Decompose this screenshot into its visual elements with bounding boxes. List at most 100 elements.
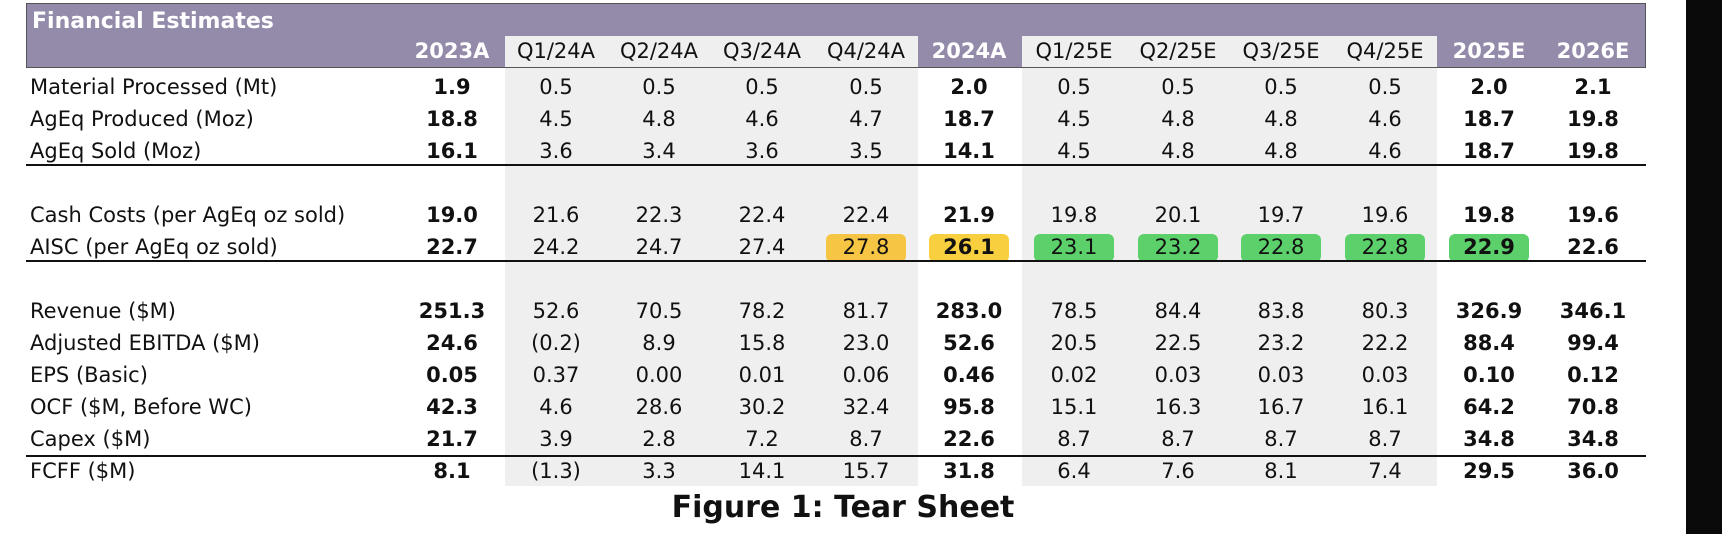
table-cell: 0.5 <box>1161 75 1195 99</box>
table-cell: 0.5 <box>745 75 779 99</box>
table-cell: 251.3 <box>418 299 486 323</box>
table-cell: 21.7 <box>426 427 478 451</box>
table-cell: 3.3 <box>642 459 676 483</box>
table-cell: 18.7 <box>1463 107 1515 131</box>
table-cell: 8.7 <box>1264 427 1298 451</box>
table-cell: 24.7 <box>635 235 683 259</box>
table-cell: 0.03 <box>1257 363 1305 387</box>
cell-highlight <box>1345 234 1425 262</box>
table-cell: 0.5 <box>1264 75 1298 99</box>
table-cell: 6.4 <box>1057 459 1091 483</box>
table-cell: 20.5 <box>1050 331 1098 355</box>
row-label: AgEq Produced (Moz) <box>30 107 254 131</box>
row-label: EPS (Basic) <box>30 363 148 387</box>
table-cell: 32.4 <box>842 395 890 419</box>
table-cell: 27.8 <box>842 235 890 259</box>
table-cell: (1.3) <box>531 459 581 483</box>
row-label: OCF ($M, Before WC) <box>30 395 252 419</box>
table-cell: 2.0 <box>950 75 988 99</box>
table-cell: 3.6 <box>539 139 573 163</box>
table-cell: 4.6 <box>539 395 573 419</box>
table-cell: 19.7 <box>1257 203 1305 227</box>
table-cell: 70.8 <box>1567 395 1619 419</box>
table-cell: 0.02 <box>1050 363 1098 387</box>
table-cell: 30.2 <box>738 395 786 419</box>
row-label: Capex ($M) <box>30 427 151 451</box>
table-cell: 8.1 <box>1264 459 1298 483</box>
column-header: Q2/25E <box>1139 39 1217 63</box>
table-cell: 16.1 <box>1361 395 1409 419</box>
table-cell: 16.3 <box>1154 395 1202 419</box>
table-cell: 4.8 <box>1264 139 1298 163</box>
table-cell: 83.8 <box>1257 299 1305 323</box>
table-cell: 22.8 <box>1257 235 1305 259</box>
table-cell: 26.1 <box>943 235 995 259</box>
table-cell: 0.5 <box>1368 75 1402 99</box>
row-label: AISC (per AgEq oz sold) <box>30 235 278 259</box>
table-cell: 0.5 <box>539 75 573 99</box>
table-cell: 8.1 <box>433 459 471 483</box>
row-label: Revenue ($M) <box>30 299 176 323</box>
table-cell: 0.03 <box>1154 363 1202 387</box>
table-cell: (0.2) <box>531 331 581 355</box>
table-cell: 21.9 <box>943 203 995 227</box>
table-cell: 42.3 <box>426 395 478 419</box>
table-cell: 7.2 <box>745 427 779 451</box>
dark-edge-strip <box>1686 0 1722 534</box>
table-cell: 16.7 <box>1257 395 1305 419</box>
table-cell: 0.46 <box>943 363 995 387</box>
table-cell: 0.05 <box>426 363 478 387</box>
column-header: Q3/24A <box>722 39 802 63</box>
cell-highlight <box>826 234 906 262</box>
table-cell: 95.8 <box>943 395 995 419</box>
column-header: 2023A <box>414 39 490 63</box>
table-cell: 19.8 <box>1463 203 1515 227</box>
document-canvas: Financial Estimates 2023A Q1/24A Q2/24A Q3/2… <box>0 0 1686 534</box>
table-cell: 4.5 <box>1057 139 1091 163</box>
table-cell: 19.6 <box>1567 203 1619 227</box>
table-cell: 19.8 <box>1050 203 1098 227</box>
section-divider <box>26 455 1646 457</box>
cell-highlight <box>1241 234 1321 262</box>
table-cell: 22.7 <box>426 235 478 259</box>
table-cell: 4.6 <box>745 107 779 131</box>
table-cell: 2.0 <box>1470 75 1508 99</box>
table-cell: 22.6 <box>1567 235 1619 259</box>
table-cell: 4.8 <box>642 107 676 131</box>
quarter-header-band <box>1022 36 1437 67</box>
row-label: Material Processed (Mt) <box>30 75 278 99</box>
table-cell: 22.8 <box>1361 235 1409 259</box>
table-cell: 8.7 <box>849 427 883 451</box>
row-label: AgEq Sold (Moz) <box>30 139 202 163</box>
table-cell: 3.4 <box>642 139 676 163</box>
table-cell: 22.4 <box>842 203 890 227</box>
table-cell: 22.6 <box>943 427 995 451</box>
cell-highlight <box>1034 234 1114 262</box>
column-header: Q2/24A <box>619 39 699 63</box>
table-cell: 23.1 <box>1050 235 1098 259</box>
table-cell: 19.8 <box>1567 139 1619 163</box>
table-cell: 34.8 <box>1567 427 1619 451</box>
cell-highlight <box>1449 234 1529 262</box>
table-cell: 15.1 <box>1050 395 1098 419</box>
table-cell: 18.8 <box>426 107 478 131</box>
column-header: 2026E <box>1556 39 1630 63</box>
table-cell: 70.5 <box>635 299 683 323</box>
table-cell: 84.4 <box>1154 299 1202 323</box>
table-cell: 0.06 <box>842 363 890 387</box>
table-cell: 23.2 <box>1257 331 1305 355</box>
table-cell: 3.5 <box>849 139 883 163</box>
table-cell: 18.7 <box>943 107 995 131</box>
column-header: Q3/25E <box>1242 39 1320 63</box>
table-cell: 34.8 <box>1463 427 1515 451</box>
table-cell: 19.0 <box>426 203 478 227</box>
table-cell: 4.5 <box>539 107 573 131</box>
row-label: Adjusted EBITDA ($M) <box>30 331 260 355</box>
table-cell: 78.5 <box>1050 299 1098 323</box>
table-cell: 1.9 <box>433 75 471 99</box>
table-cell: 52.6 <box>943 331 995 355</box>
table-cell: 36.0 <box>1567 459 1619 483</box>
table-cell: 15.7 <box>842 459 890 483</box>
table-cell: 2.1 <box>1574 75 1612 99</box>
row-label: FCFF ($M) <box>30 459 136 483</box>
